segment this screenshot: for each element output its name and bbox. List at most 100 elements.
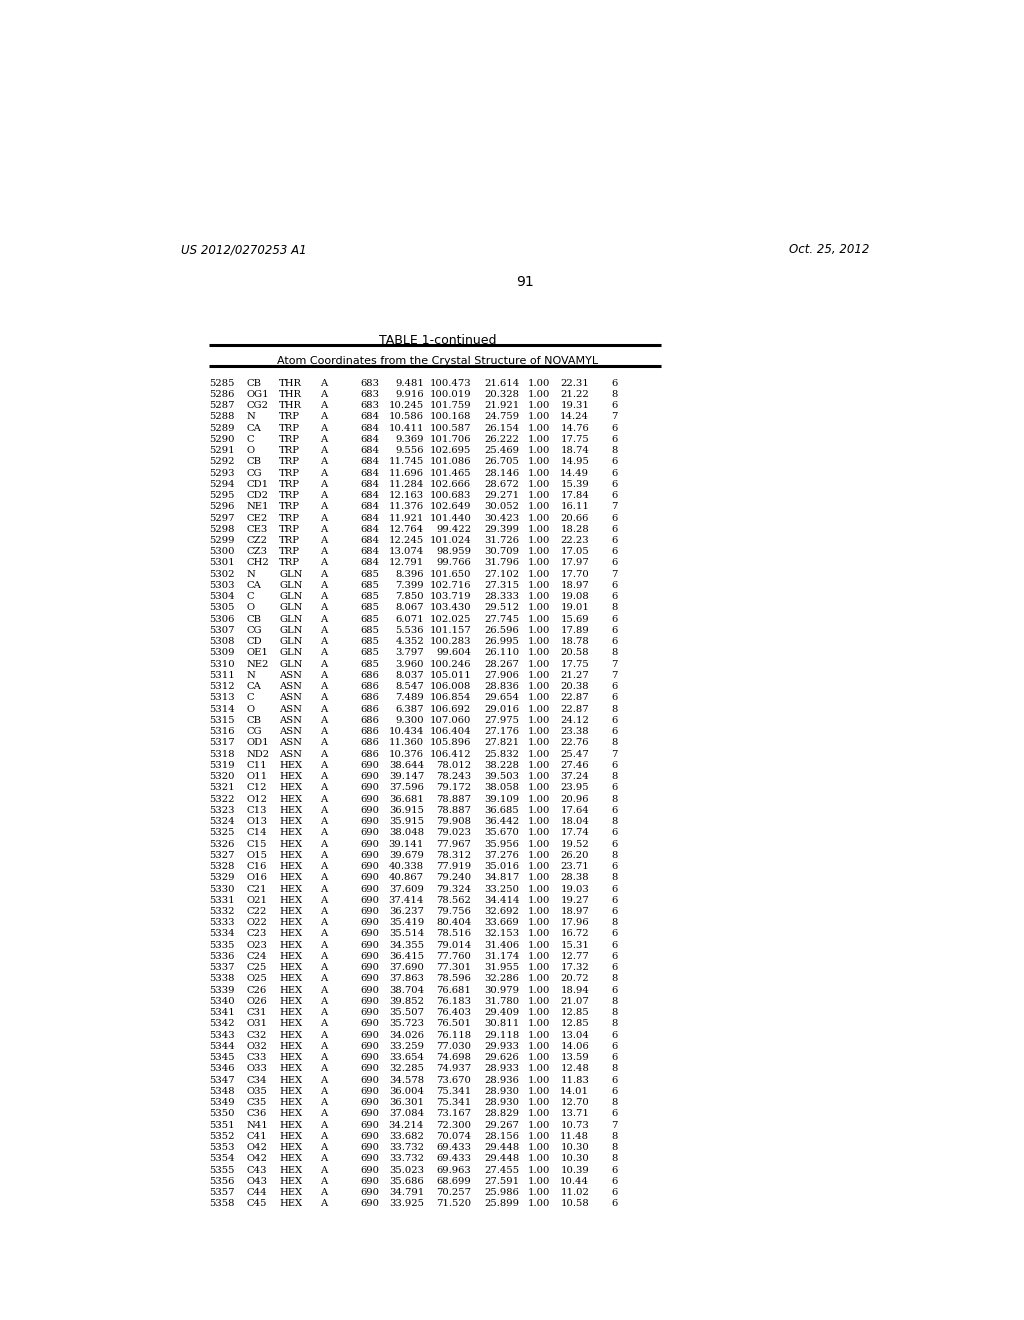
Text: 6: 6 (611, 929, 617, 939)
Text: A: A (321, 1109, 328, 1118)
Text: 684: 684 (360, 424, 379, 433)
Text: 5.536: 5.536 (395, 626, 424, 635)
Text: C16: C16 (247, 862, 267, 871)
Text: 6.071: 6.071 (395, 615, 424, 624)
Text: 1.00: 1.00 (528, 1154, 550, 1163)
Text: TRP: TRP (280, 446, 300, 455)
Text: 39.852: 39.852 (389, 997, 424, 1006)
Text: 28.936: 28.936 (484, 1076, 519, 1085)
Text: 5325: 5325 (209, 829, 234, 837)
Text: GLN: GLN (280, 603, 302, 612)
Text: 8: 8 (611, 772, 617, 781)
Text: HEX: HEX (280, 919, 302, 927)
Text: 37.596: 37.596 (389, 783, 424, 792)
Text: 1.00: 1.00 (528, 851, 550, 859)
Text: 690: 690 (360, 1086, 379, 1096)
Text: 29.626: 29.626 (484, 1053, 519, 1063)
Text: HEX: HEX (280, 1143, 302, 1152)
Text: N41: N41 (247, 1121, 268, 1130)
Text: 5329: 5329 (209, 874, 234, 882)
Text: CD2: CD2 (247, 491, 268, 500)
Text: 5332: 5332 (209, 907, 234, 916)
Text: 6: 6 (611, 986, 617, 995)
Text: 686: 686 (360, 693, 379, 702)
Text: 8: 8 (611, 446, 617, 455)
Text: 12.791: 12.791 (389, 558, 424, 568)
Text: A: A (321, 715, 328, 725)
Text: CD: CD (247, 638, 262, 647)
Text: 8: 8 (611, 1008, 617, 1018)
Text: 30.709: 30.709 (484, 548, 519, 556)
Text: 73.670: 73.670 (436, 1076, 471, 1085)
Text: 24.759: 24.759 (484, 412, 519, 421)
Text: 20.328: 20.328 (484, 389, 519, 399)
Text: 78.243: 78.243 (436, 772, 471, 781)
Text: 8: 8 (611, 389, 617, 399)
Text: 107.060: 107.060 (430, 715, 471, 725)
Text: 10.44: 10.44 (560, 1177, 589, 1185)
Text: 106.008: 106.008 (430, 682, 471, 692)
Text: TRP: TRP (280, 503, 300, 511)
Text: 690: 690 (360, 1166, 379, 1175)
Text: 20.66: 20.66 (561, 513, 589, 523)
Text: 8: 8 (611, 974, 617, 983)
Text: A: A (321, 783, 328, 792)
Text: A: A (321, 570, 328, 578)
Text: HEX: HEX (280, 874, 302, 882)
Text: THR: THR (280, 401, 302, 411)
Text: A: A (321, 750, 328, 759)
Text: 1.00: 1.00 (528, 952, 550, 961)
Text: C15: C15 (247, 840, 267, 849)
Text: C44: C44 (247, 1188, 267, 1197)
Text: 25.832: 25.832 (484, 750, 519, 759)
Text: 684: 684 (360, 446, 379, 455)
Text: 79.023: 79.023 (436, 829, 471, 837)
Text: 11.360: 11.360 (389, 738, 424, 747)
Text: 5318: 5318 (209, 750, 234, 759)
Text: 18.78: 18.78 (560, 638, 589, 647)
Text: 5345: 5345 (209, 1053, 234, 1063)
Text: 28.333: 28.333 (484, 593, 519, 601)
Text: 5287: 5287 (209, 401, 234, 411)
Text: 29.016: 29.016 (484, 705, 519, 714)
Text: 5338: 5338 (209, 974, 234, 983)
Text: 100.168: 100.168 (430, 412, 471, 421)
Text: 29.118: 29.118 (484, 1031, 519, 1040)
Text: N: N (247, 570, 255, 578)
Text: A: A (321, 941, 328, 949)
Text: 690: 690 (360, 1109, 379, 1118)
Text: 24.12: 24.12 (560, 715, 589, 725)
Text: HEX: HEX (280, 907, 302, 916)
Text: 99.766: 99.766 (436, 558, 471, 568)
Text: 5339: 5339 (209, 986, 234, 995)
Text: 5349: 5349 (209, 1098, 234, 1107)
Text: 75.341: 75.341 (436, 1086, 471, 1096)
Text: TRP: TRP (280, 434, 300, 444)
Text: 684: 684 (360, 525, 379, 533)
Text: 18.04: 18.04 (560, 817, 589, 826)
Text: 6.387: 6.387 (395, 705, 424, 714)
Text: 1.00: 1.00 (528, 513, 550, 523)
Text: 33.682: 33.682 (389, 1131, 424, 1140)
Text: 5337: 5337 (209, 964, 234, 973)
Text: A: A (321, 1053, 328, 1063)
Text: 5350: 5350 (209, 1109, 234, 1118)
Text: 686: 686 (360, 750, 379, 759)
Text: 5356: 5356 (209, 1177, 234, 1185)
Text: 14.76: 14.76 (560, 424, 589, 433)
Text: 684: 684 (360, 548, 379, 556)
Text: 8: 8 (611, 1064, 617, 1073)
Text: 6: 6 (611, 964, 617, 973)
Text: A: A (321, 379, 328, 388)
Text: HEX: HEX (280, 964, 302, 973)
Text: 1.00: 1.00 (528, 1019, 550, 1028)
Text: A: A (321, 986, 328, 995)
Text: 28.672: 28.672 (484, 479, 519, 488)
Text: 690: 690 (360, 1121, 379, 1130)
Text: 13.04: 13.04 (560, 1031, 589, 1040)
Text: 102.695: 102.695 (430, 446, 471, 455)
Text: OE1: OE1 (247, 648, 268, 657)
Text: C11: C11 (247, 760, 267, 770)
Text: 79.756: 79.756 (436, 907, 471, 916)
Text: CA: CA (247, 581, 261, 590)
